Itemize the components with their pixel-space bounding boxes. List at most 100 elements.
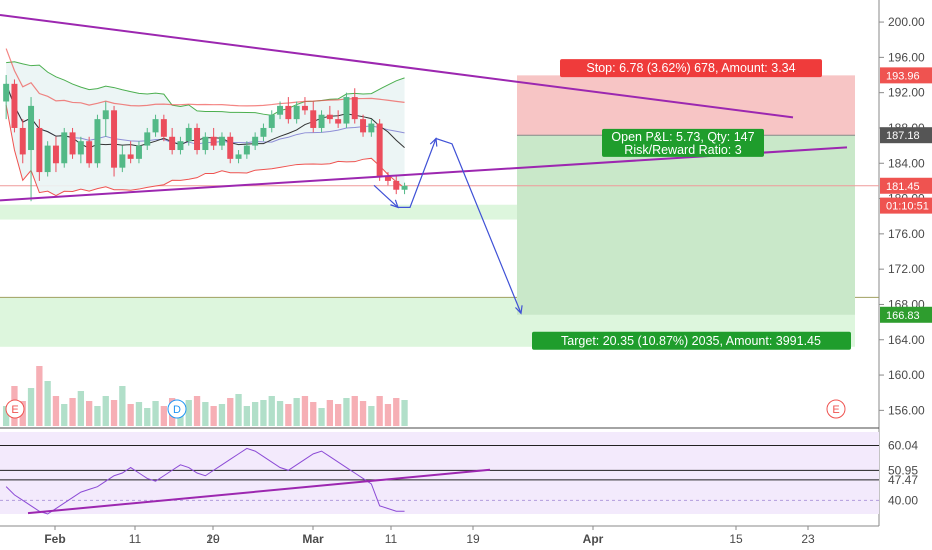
volume-bar bbox=[61, 404, 68, 426]
candle-body bbox=[376, 123, 383, 177]
stop-label: Stop: 6.78 (3.62%) 678, Amount: 3.34 bbox=[560, 59, 822, 78]
y-tick-label: 196.00 bbox=[888, 50, 925, 64]
candle-body bbox=[11, 83, 18, 128]
y-tick-label: 172.00 bbox=[888, 262, 925, 276]
y-tick-label: 200.00 bbox=[888, 15, 925, 29]
candle-body bbox=[169, 136, 176, 151]
volume-bar bbox=[77, 391, 85, 426]
arrow-head-up bbox=[429, 137, 438, 147]
candle-body bbox=[61, 132, 68, 164]
open-pnl-label-bg bbox=[602, 128, 764, 157]
price-tag-label: 181.45 bbox=[886, 181, 920, 193]
candle-body bbox=[52, 145, 59, 164]
bollinger-lower-line bbox=[5, 104, 405, 197]
y-axis[interactable]: 200.00196.00192.00188.00184.00180.00176.… bbox=[879, 15, 932, 507]
y-tick-label: 192.00 bbox=[888, 86, 925, 100]
projection-path bbox=[373, 137, 522, 314]
event-marker-circle bbox=[167, 399, 187, 419]
volume-bar bbox=[260, 400, 267, 426]
candle-body bbox=[36, 127, 43, 173]
candle-body bbox=[310, 110, 317, 128]
candle-body bbox=[268, 114, 275, 128]
event-marker[interactable]: E bbox=[826, 399, 846, 419]
rsi-level-label: 60.04 bbox=[888, 439, 918, 453]
x-tick-label: 23 bbox=[801, 532, 815, 546]
volume-bar bbox=[334, 404, 342, 426]
price-tag-label: 166.83 bbox=[886, 310, 920, 322]
price-tag: 187.18 bbox=[880, 127, 932, 144]
candle-body bbox=[194, 127, 201, 151]
stop-loss-zone bbox=[517, 75, 855, 136]
event-marker[interactable]: E bbox=[5, 399, 25, 419]
x-tick-label: 19 bbox=[466, 532, 480, 546]
volume-bar bbox=[393, 398, 400, 426]
rsi-level-label: 50.95 bbox=[888, 463, 918, 477]
y-tick-label: 176.00 bbox=[888, 227, 925, 241]
x-tick-label: Apr bbox=[583, 532, 604, 546]
price-tag-bg bbox=[880, 197, 932, 214]
resistance-trendline bbox=[0, 14, 794, 119]
rsi-indicator bbox=[0, 445, 879, 515]
volume-bar bbox=[384, 404, 392, 426]
candle-body bbox=[285, 105, 292, 120]
volume-bar bbox=[218, 404, 226, 426]
price-tag-label: 187.18 bbox=[886, 130, 920, 142]
volume-bar bbox=[301, 396, 309, 426]
rsi-trendline bbox=[27, 468, 491, 515]
candle-body bbox=[326, 114, 333, 120]
volume-bar bbox=[359, 401, 367, 426]
volume-bar bbox=[401, 400, 408, 426]
rsi-line bbox=[5, 447, 405, 515]
volume-bar bbox=[85, 401, 93, 426]
price-tag-bg bbox=[880, 306, 932, 323]
candle-body bbox=[235, 154, 242, 159]
volume-bar bbox=[69, 398, 76, 426]
candle-body bbox=[393, 180, 400, 190]
candle-body bbox=[202, 136, 209, 151]
volume-bar bbox=[310, 402, 317, 426]
volume-bar bbox=[193, 396, 201, 426]
candles-layer bbox=[3, 75, 408, 202]
volume-bar bbox=[119, 386, 126, 426]
candle-body bbox=[243, 145, 250, 155]
volume-bar bbox=[202, 402, 209, 426]
position-labels-layer: Stop: 6.78 (3.62%) 678, Amount: 3.34 Open… bbox=[532, 59, 851, 350]
candle-body bbox=[160, 119, 167, 137]
volume-bar bbox=[343, 398, 350, 426]
volume-bar bbox=[185, 400, 192, 426]
volume-bar bbox=[376, 396, 383, 426]
candle-body bbox=[210, 136, 217, 146]
event-marker[interactable]: D bbox=[167, 399, 187, 419]
candle-body bbox=[293, 105, 300, 120]
rsi-background bbox=[0, 432, 879, 514]
candle-body bbox=[94, 119, 101, 164]
volume-bar bbox=[52, 396, 60, 426]
volume-bar bbox=[293, 398, 300, 426]
y-tick-label: 160.00 bbox=[888, 368, 925, 382]
target-label: Target: 20.35 (10.87%) 2035, Amount: 399… bbox=[532, 331, 851, 350]
x-tick-label: 20 bbox=[206, 532, 220, 546]
price-tag-label: 193.96 bbox=[886, 70, 920, 82]
volume-bar bbox=[251, 402, 259, 426]
candle-body bbox=[177, 141, 184, 151]
candle-body bbox=[185, 127, 192, 142]
candle-body bbox=[144, 132, 151, 146]
event-marker-label: E bbox=[11, 404, 18, 416]
candle-body bbox=[127, 154, 134, 159]
volume-bar bbox=[268, 396, 275, 426]
volume-layer bbox=[2, 366, 408, 426]
candle-body bbox=[28, 105, 35, 151]
rsi-panel bbox=[0, 432, 879, 514]
volume-bar bbox=[276, 401, 284, 426]
risk-reward-text: Risk/Reward Ratio: 3 bbox=[624, 143, 741, 157]
price-tag: 01:10:51 bbox=[880, 197, 932, 214]
candle-body bbox=[360, 119, 367, 133]
candle-body bbox=[86, 141, 93, 164]
candle-body bbox=[44, 145, 51, 173]
target-label-text: Target: 20.35 (10.87%) 2035, Amount: 399… bbox=[561, 334, 821, 348]
event-marker-circle bbox=[826, 399, 846, 419]
